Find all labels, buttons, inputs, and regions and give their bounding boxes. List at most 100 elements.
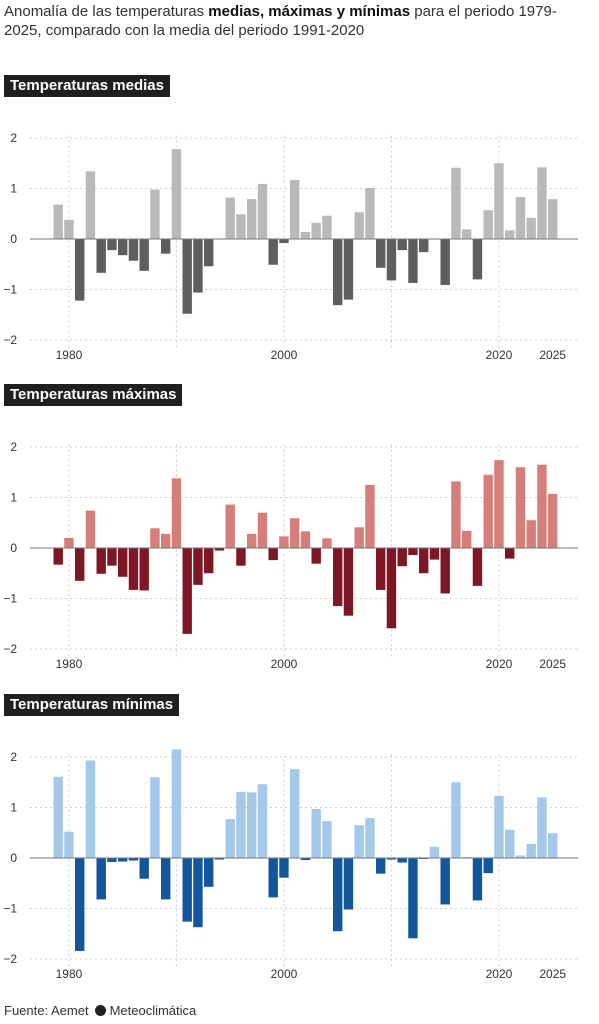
bar-minimas-1986 [128, 858, 139, 861]
bar-minimas-2011 [397, 858, 407, 863]
bar-minimas-2018 [472, 858, 483, 901]
bar-medias-1981 [75, 239, 85, 301]
bar-minimas-2021 [505, 829, 515, 858]
bar-medias-2020 [494, 163, 504, 239]
bar-minimas-1992 [193, 858, 203, 928]
y-tick-label: 1 [10, 182, 17, 196]
bar-medias-1988 [150, 189, 160, 239]
x-tick-label: 2020 [486, 348, 513, 362]
bar-minimas-2008 [365, 818, 375, 858]
bar-minimas-2023 [526, 843, 536, 858]
bar-minimas-2004 [322, 821, 332, 858]
bar-minimas-2017 [462, 856, 472, 858]
brand-dot-icon [94, 1005, 106, 1016]
bar-maximas-2010 [386, 548, 397, 629]
panel-title-minimas: Temperaturas mínimas [4, 694, 180, 716]
x-tick-label: 2020 [486, 657, 513, 671]
bar-minimas-1981 [75, 858, 85, 951]
bar-maximas-2023 [526, 520, 536, 548]
bar-medias-2012 [408, 239, 418, 283]
bar-maximas-1996 [236, 548, 246, 566]
y-tick-label: −2 [3, 642, 17, 656]
y-tick-label: 2 [10, 440, 17, 454]
bar-maximas-2021 [505, 548, 515, 559]
bar-minimas-1991 [182, 858, 192, 922]
bar-maximas-2005 [333, 548, 343, 607]
bar-medias-1986 [128, 239, 139, 261]
bar-medias-1999 [268, 239, 278, 265]
bar-minimas-1982 [85, 760, 96, 858]
bar-minimas-1990 [171, 749, 182, 858]
bar-maximas-2000 [279, 536, 289, 548]
chart-title: Anomalía de las temperaturas medias, máx… [4, 2, 594, 40]
bar-medias-1998 [257, 183, 268, 239]
bar-minimas-2020 [494, 795, 504, 858]
bar-medias-2024 [537, 167, 547, 239]
bar-maximas-1990 [171, 478, 182, 548]
x-tick-label: 1980 [56, 657, 83, 671]
bar-medias-2006 [343, 239, 354, 300]
bar-minimas-1985 [118, 858, 128, 862]
bar-maximas-1980 [64, 537, 74, 548]
bar-minimas-2009 [376, 858, 386, 874]
bar-medias-2015 [440, 239, 450, 285]
bar-medias-1993 [204, 239, 214, 267]
bar-medias-1996 [236, 214, 246, 239]
bar-maximas-2014 [429, 548, 440, 560]
bar-medias-2010 [386, 239, 397, 281]
bar-maximas-2015 [440, 548, 450, 594]
bar-minimas-2006 [343, 858, 354, 910]
bar-medias-2017 [462, 229, 472, 239]
bar-medias-1982 [85, 171, 96, 239]
bar-minimas-2019 [483, 858, 493, 874]
bar-minimas-1993 [204, 858, 214, 887]
bar-minimas-2014 [429, 846, 440, 858]
bar-medias-2003 [311, 222, 321, 239]
bar-minimas-1983 [96, 858, 106, 900]
bar-minimas-1996 [236, 791, 246, 858]
y-tick-label: 2 [10, 131, 17, 145]
bar-maximas-2020 [494, 460, 504, 548]
y-tick-label: −1 [3, 283, 17, 297]
bar-maximas-2012 [408, 548, 418, 556]
bar-minimas-1987 [139, 858, 149, 879]
bar-minimas-2002 [300, 858, 311, 861]
x-tick-label: 2025 [539, 348, 566, 362]
bar-maximas-1988 [150, 528, 160, 548]
bar-maximas-2006 [343, 548, 354, 616]
bar-maximas-1984 [107, 548, 117, 566]
y-tick-label: 0 [10, 541, 17, 555]
bar-medias-1990 [171, 149, 182, 239]
bar-medias-1992 [193, 239, 203, 293]
bar-medias-2018 [472, 239, 483, 280]
bar-maximas-2001 [290, 518, 300, 548]
bar-maximas-2013 [419, 548, 429, 574]
y-tick-label: −1 [3, 902, 17, 916]
bar-medias-2013 [419, 239, 429, 253]
bar-medias-2022 [515, 197, 526, 239]
bar-minimas-1984 [107, 858, 117, 863]
bar-maximas-2003 [311, 548, 321, 564]
bar-maximas-1979 [53, 548, 63, 565]
bar-medias-1989 [161, 239, 171, 254]
bar-maximas-2004 [322, 538, 332, 548]
bar-maximas-1982 [85, 510, 96, 548]
bar-maximas-1999 [268, 548, 278, 561]
bar-maximas-2019 [483, 474, 493, 548]
x-tick-label: 2000 [271, 657, 298, 671]
bar-minimas-2010 [386, 858, 397, 860]
bar-minimas-2022 [515, 855, 526, 858]
source-line: Fuente: Aemet Meteoclimática [4, 1002, 196, 1020]
bar-minimas-2013 [419, 858, 429, 860]
bar-maximas-1981 [75, 548, 85, 581]
bar-maximas-1983 [96, 548, 106, 574]
y-tick-label: 0 [10, 232, 17, 246]
y-tick-label: −2 [3, 952, 17, 966]
bar-maximas-2017 [462, 530, 472, 548]
bar-medias-2000 [279, 239, 289, 244]
title-bold: medias, máximas y mínimas [208, 3, 411, 20]
bar-medias-2025 [548, 199, 558, 239]
bar-minimas-2005 [333, 858, 343, 932]
bar-maximas-1989 [161, 533, 171, 548]
bar-maximas-2025 [548, 493, 558, 548]
